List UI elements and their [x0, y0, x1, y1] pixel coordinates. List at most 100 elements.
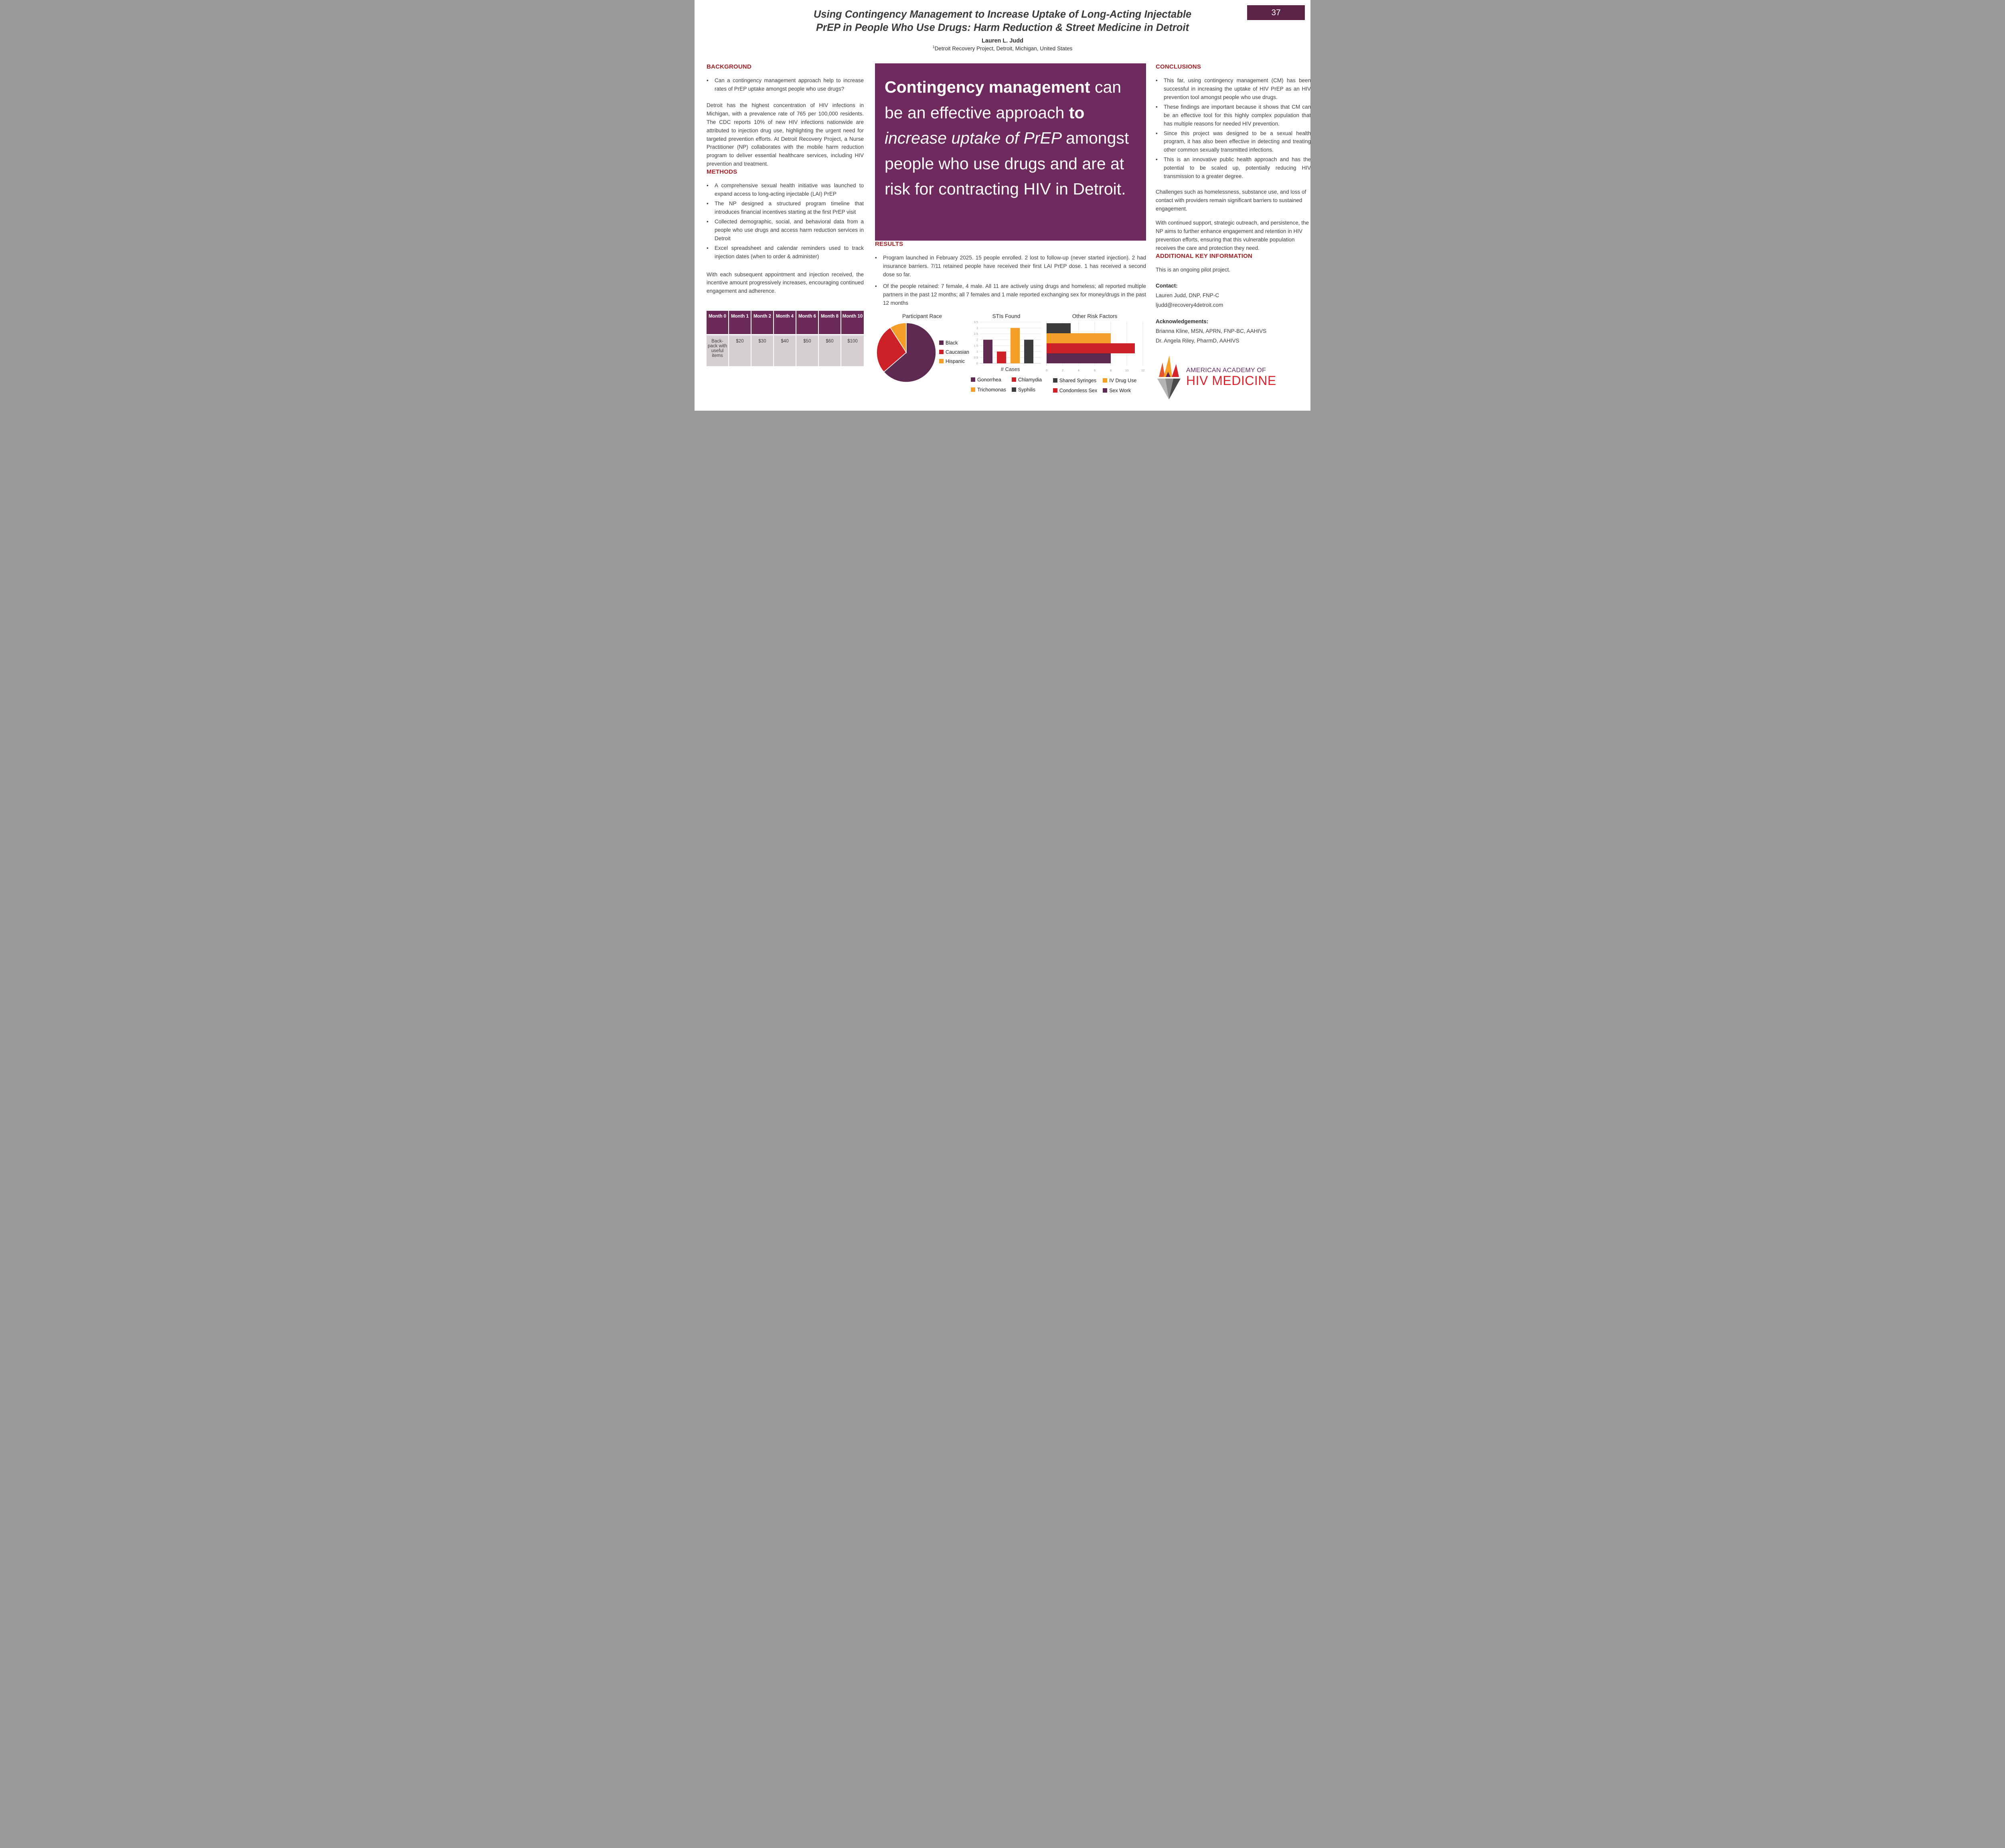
x-tick-label: 8: [1110, 369, 1112, 372]
list-item: • Program launched in February 2025. 15 p…: [875, 254, 1146, 279]
contact-email[interactable]: ljudd@recovery4detroit.com: [1156, 302, 1223, 308]
right-column: CONCLUSIONS • This far, using contingency…: [1156, 63, 1310, 400]
legend-label: Trichomonas: [977, 387, 1006, 393]
results-bullet-list: • Program launched in February 2025. 15 p…: [875, 254, 1146, 308]
pie-svg: [876, 322, 936, 383]
bullet-marker: •: [1156, 77, 1158, 83]
bar-trichomonas: [1011, 328, 1020, 363]
bullet-text: This is an innovative public health appr…: [1164, 156, 1310, 180]
incentive-table: Month 0 Month 1 Month 2 Month 4 Month 6 …: [707, 311, 864, 367]
methods-paragraph: With each subsequent appointment and inj…: [707, 271, 864, 294]
torch-icon: [1157, 355, 1181, 400]
incentive-table-header: Month 0 Month 1 Month 2 Month 4 Month 6 …: [707, 311, 864, 334]
pie-slice-black: [883, 322, 936, 383]
hbar-svg: 0 2 4 6 8 10 12: [1046, 321, 1144, 372]
affiliation-superscript: 1: [932, 45, 935, 49]
bar-shared-syringes: [1047, 323, 1071, 333]
table-header-cell: Month 0: [707, 311, 729, 334]
poster-number-badge: 37: [1247, 5, 1305, 20]
pie-slice-hispanic: [889, 322, 907, 354]
bullet-text: Excel spreadsheet and calendar reminders…: [715, 245, 864, 259]
table-row: Month 0 Month 1 Month 2 Month 4 Month 6 …: [707, 311, 864, 334]
poster-title: Using Contingency Management to Increase…: [767, 8, 1238, 34]
y-tick-label: 1.5: [974, 344, 978, 347]
contact-name: Lauren Judd, DNP, FNP-C: [1156, 292, 1219, 299]
x-tick-label: 2: [1062, 369, 1063, 372]
table-cell: $60: [819, 334, 841, 367]
table-header-cell: Month 4: [774, 311, 796, 334]
x-tick-label: 4: [1078, 369, 1079, 372]
legend-swatch: [939, 340, 944, 345]
legend-item: Black: [939, 340, 969, 346]
legend-swatch: [1103, 378, 1108, 383]
left-column: BACKGROUND • Can a contingency management…: [707, 63, 864, 367]
list-item: • This far, using contingency management …: [1156, 77, 1310, 102]
bullet-text: Program launched in February 2025. 15 pe…: [883, 255, 1146, 278]
table-header-cell: Month 8: [819, 311, 841, 334]
background-bullet-list: • Can a contingency management approach h…: [707, 77, 864, 93]
quote-segment: amongst people who use drugs and are at …: [885, 129, 1129, 199]
table-cell: $50: [796, 334, 819, 367]
list-item: • A comprehensive sexual health initiativ…: [707, 182, 864, 199]
legend-label: Sex Work: [1109, 387, 1131, 393]
table-header-cell: Month 10: [841, 311, 864, 334]
bar-svg: 0 0.5 1 1.5 2 2.5 3 3.5 # Cases: [974, 320, 1041, 372]
bullet-marker: •: [707, 245, 709, 251]
acknowledgement-1: Brianna Kline, MSN, APRN, FNP-BC, AAHIVS: [1156, 328, 1267, 334]
pie-body: Black Caucasian Hispanic: [875, 320, 969, 384]
table-cell: $100: [841, 334, 864, 367]
legend-item: Trichomonas: [971, 387, 1006, 393]
aahivm-logo: AMERICAN ACADEMY OF HIV MEDICINE: [1156, 355, 1310, 400]
y-tick-label: 3.5: [974, 320, 978, 324]
legend-item: Sex Work: [1103, 388, 1136, 393]
charts-row: Participant Race Black Caucasian Hispanic S…: [875, 313, 1146, 393]
methods-bullet-list: • A comprehensive sexual health initiativ…: [707, 182, 864, 261]
bullet-marker: •: [1156, 156, 1158, 163]
y-tick-label: 2.5: [974, 332, 978, 336]
legend-swatch: [1053, 388, 1057, 393]
list-item: • This is an innovative public health app…: [1156, 156, 1310, 181]
bullet-marker: •: [707, 182, 709, 189]
logo-line-2: HIV MEDICINE: [1186, 373, 1276, 388]
bar-gonorrhea: [983, 339, 992, 363]
background-paragraph: Detroit has the highest concentration of…: [707, 102, 864, 167]
bullet-text: Since this project was designed to be a …: [1164, 130, 1310, 153]
legend-swatch: [939, 359, 944, 364]
table-cell: Back-pack with useful items: [707, 334, 729, 367]
bullet-text: These findings are important because it …: [1164, 103, 1310, 127]
additional-info-heading: ADDITIONAL KEY INFORMATION: [1156, 252, 1253, 259]
legend-label: Shared Syringes: [1059, 377, 1097, 383]
legend-item: Gonorrhea: [971, 377, 1006, 383]
bullet-text: Of the people retained: 7 female, 4 male…: [883, 283, 1146, 306]
acknowledgements-label: Acknowledgements:: [1156, 318, 1209, 324]
table-header-cell: Month 6: [796, 311, 819, 334]
legend-item: IV Drug Use: [1103, 378, 1136, 383]
list-item: • Of the people retained: 7 female, 4 mal…: [875, 282, 1146, 308]
legend-swatch: [971, 387, 976, 392]
chart-title: Participant Race: [902, 313, 942, 319]
legend-label: IV Drug Use: [1109, 377, 1137, 383]
legend-label: Syphilis: [1018, 387, 1035, 393]
legend-label: Gonorrhea: [977, 377, 1001, 383]
bullet-marker: •: [707, 201, 709, 207]
table-header-cell: Month 2: [751, 311, 774, 334]
legend-label: Condomless Sex: [1059, 387, 1098, 393]
legend-label: Black: [945, 340, 958, 346]
legend-item: Condomless Sex: [1053, 387, 1098, 393]
bar-condomless-sex: [1047, 343, 1135, 353]
author-affiliation: 1Detroit Recovery Project, Detroit, Mich…: [695, 45, 1310, 52]
bullet-marker: •: [707, 77, 709, 83]
background-heading: BACKGROUND: [707, 63, 751, 70]
legend-item: Shared Syringes: [1053, 378, 1098, 383]
list-item: • Excel spreadsheet and calendar reminder…: [707, 244, 864, 261]
pie-chart-participant-race: Participant Race Black Caucasian Hispanic: [875, 313, 969, 384]
table-row: Back-pack with useful items $20 $30 $40 …: [707, 334, 864, 367]
table-cell: $20: [729, 334, 751, 367]
poster-root: 37 Using Contingency Management to Incre…: [695, 0, 1310, 411]
acknowledgement-2: Dr. Angela Riley, PharmD, AAHIVS: [1156, 338, 1239, 344]
bar-legend: Gonorrhea Chlamydia Trichomonas Syphilis: [969, 377, 1043, 393]
poster-title-line2: PrEP in People Who Use Drugs: Harm Reduc…: [816, 22, 1189, 34]
aahivm-logo-text: AMERICAN ACADEMY OF HIV MEDICINE: [1186, 367, 1276, 388]
conclusions-paragraph-2: With continued support, strategic outrea…: [1156, 219, 1309, 251]
x-tick-label: 10: [1125, 369, 1128, 372]
